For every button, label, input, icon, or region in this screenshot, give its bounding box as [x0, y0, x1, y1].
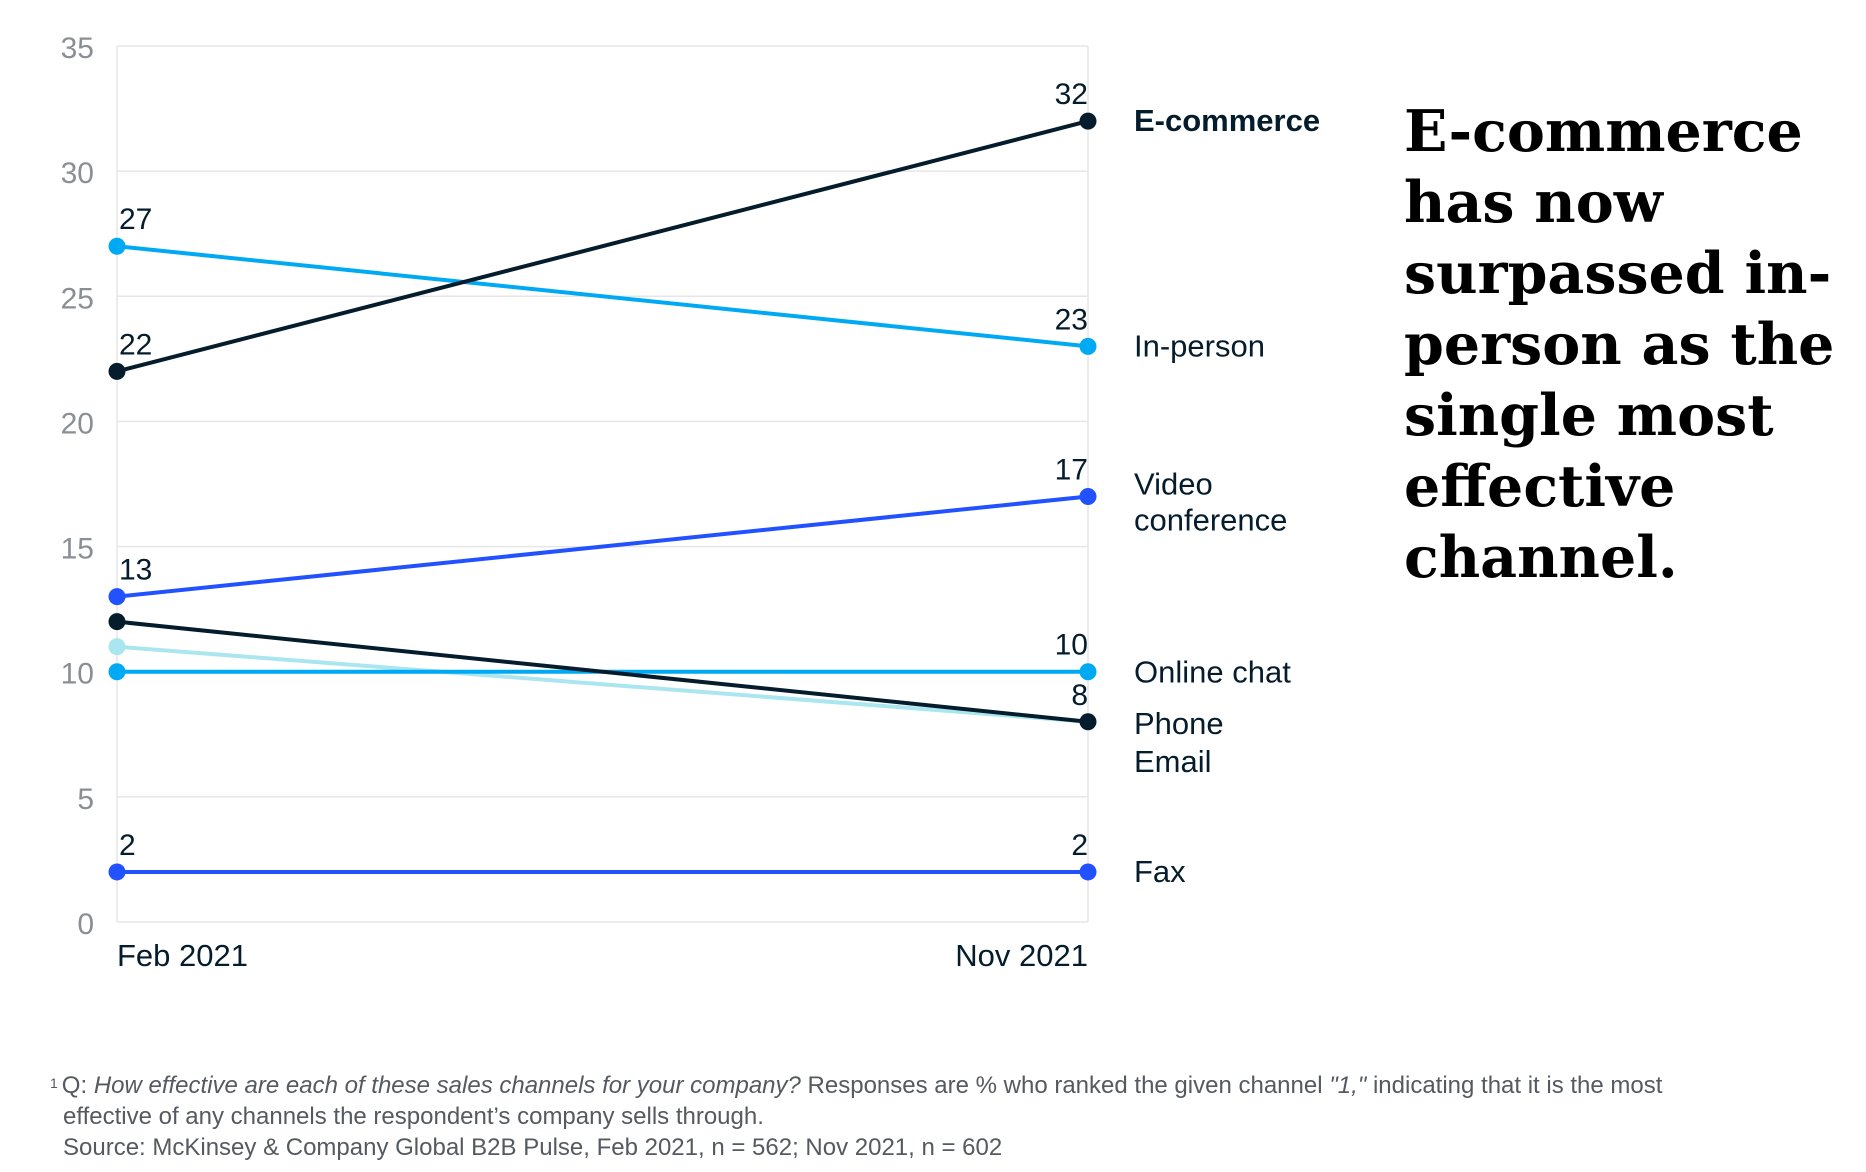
footnote-responses-b: indicating that it is the most [1372, 1072, 1663, 1099]
data-label-fax: 2 [1071, 829, 1088, 862]
data-point-email [108, 638, 126, 656]
y-tick-label: 20 [61, 407, 94, 440]
data-label-phone: 8 [1071, 679, 1088, 712]
series-line-video-conference [115, 494, 1090, 599]
series-line-e-commerce [115, 119, 1090, 374]
legend-label-video-conference: conference [1134, 503, 1287, 538]
series-line-email [115, 644, 1090, 724]
y-tick-label: 25 [61, 282, 94, 315]
legend-label-phone: Phone [1134, 706, 1224, 741]
data-label-video-conference: 13 [119, 554, 152, 587]
y-tick-label: 5 [77, 783, 94, 816]
data-point-fax [108, 863, 126, 881]
footnote-q-prefix: Q: [61, 1072, 88, 1099]
data-label-video-conference: 17 [1055, 454, 1088, 487]
data-point-fax [1079, 863, 1097, 881]
data-point-phone [108, 613, 126, 631]
data-point-e-commerce [1079, 112, 1097, 130]
y-tick-label: 30 [61, 157, 94, 190]
data-point-video-conference [108, 588, 126, 606]
footnote-responses-a: Responses are % who ranked the given cha… [807, 1072, 1323, 1099]
legend-label-fax: Fax [1134, 854, 1186, 889]
y-axis-ticks: 0 5 10 15 20 25 30 35 [61, 32, 94, 941]
gridlines [116, 45, 1089, 923]
data-point-online-chat [108, 663, 126, 681]
data-label-in-person: 23 [1055, 303, 1088, 336]
legend-label-video-conference: Video [1134, 467, 1213, 502]
footnote-marker: 1 [50, 1075, 58, 1091]
footnote-question: How effective are each of these sales ch… [93, 1072, 801, 1099]
legend-label-in-person: In-person [1134, 328, 1265, 363]
data-point-online-chat [1079, 663, 1097, 681]
data-point-phone [1079, 713, 1097, 731]
x-tick-label: Feb 2021 [117, 938, 248, 973]
data-point-e-commerce [108, 362, 126, 380]
x-axis-ticks: Feb 2021 Nov 2021 [117, 938, 1088, 973]
footnote-line-2: effective of any channels the respondent… [63, 1103, 764, 1130]
data-label-fax: 2 [119, 829, 136, 862]
y-tick-label: 35 [61, 32, 94, 65]
footnote-source: Source: McKinsey & Company Global B2B Pu… [63, 1134, 1003, 1161]
data-label-e-commerce: 22 [119, 328, 152, 361]
series-lines [115, 119, 1090, 874]
data-label-in-person: 27 [119, 203, 152, 236]
legend-label-e-commerce: E-commerce [1134, 103, 1320, 138]
data-point-in-person [1079, 337, 1097, 355]
data-point-in-person [108, 237, 126, 255]
footnote: 1 Q: How effective are each of these sale… [50, 1070, 1750, 1163]
x-tick-label: Nov 2021 [955, 938, 1088, 973]
legend-label-email: Email [1134, 744, 1212, 779]
data-label-online-chat: 10 [1055, 629, 1088, 662]
footnote-rank-quote: "1," [1329, 1072, 1367, 1099]
y-tick-label: 0 [77, 908, 94, 941]
series-line-phone [115, 619, 1090, 724]
data-label-e-commerce: 32 [1055, 78, 1088, 111]
footnote-line-1: 1 Q: How effective are each of these sale… [50, 1072, 1662, 1099]
y-tick-label: 15 [61, 533, 94, 566]
headline: E-commerce has now surpassed in-person a… [1404, 98, 1835, 591]
legend-label-online-chat: Online chat [1134, 655, 1291, 690]
series-line-in-person [115, 244, 1090, 349]
data-point-video-conference [1079, 488, 1097, 506]
y-tick-label: 10 [61, 658, 94, 691]
data-points [108, 112, 1097, 881]
